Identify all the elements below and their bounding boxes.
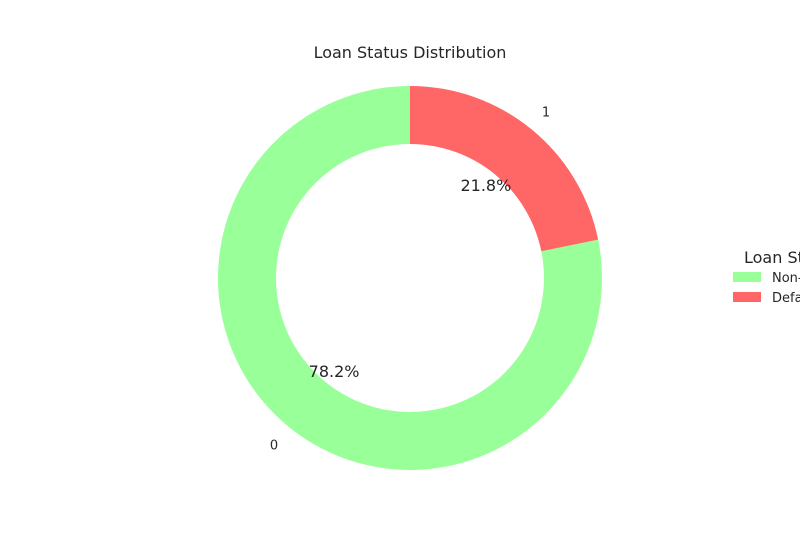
percent-label-0: 78.2% [309,362,360,381]
legend: Loan Status Non-Default Default [733,248,800,306]
legend-entry-1: Default [772,291,800,306]
legend-swatch-0 [733,272,761,282]
chart-title: Loan Status Distribution [314,43,507,62]
percent-label-1: 21.8% [460,176,511,195]
legend-swatch-1 [733,292,761,302]
legend-entry-0: Non-Default [772,271,800,286]
slice-0 [217,86,602,470]
category-label-0: 0 [270,439,278,454]
legend-title: Loan Status [744,248,800,267]
slice-1 [410,86,599,252]
donut-slices [217,86,602,470]
slice-labels: 78.2% 0 21.8% 1 [270,105,550,453]
category-label-1: 1 [542,105,550,120]
